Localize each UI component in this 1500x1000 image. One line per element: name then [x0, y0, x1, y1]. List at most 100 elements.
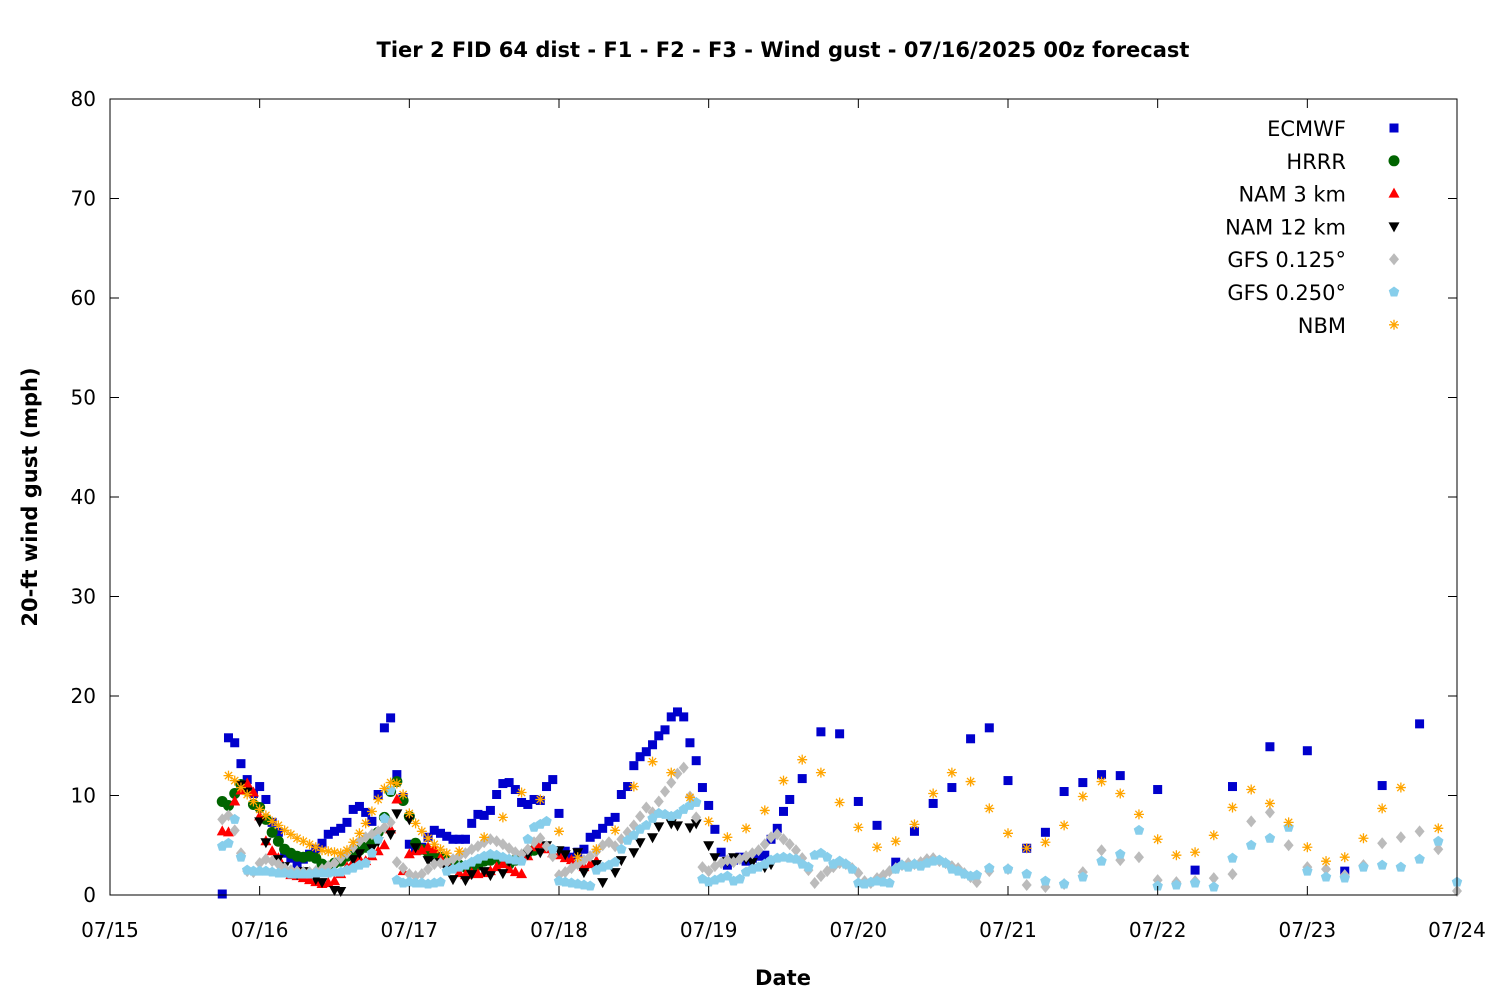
legend-marker [1388, 187, 1400, 198]
data-point [598, 823, 608, 833]
data-point [966, 734, 976, 744]
data-point [485, 805, 495, 815]
data-point [404, 808, 415, 819]
y-tick-label: 10 [71, 784, 96, 808]
data-point [523, 799, 533, 809]
data-point [453, 867, 465, 878]
data-point [1002, 863, 1014, 874]
data-point [809, 877, 820, 890]
data-point [709, 853, 721, 864]
data-point [1190, 865, 1200, 875]
data-point [1321, 863, 1332, 876]
data-point [772, 828, 783, 841]
data-point [347, 855, 359, 866]
data-point [441, 848, 452, 859]
data-point [335, 887, 347, 898]
data-point [1377, 781, 1387, 791]
data-point [422, 841, 434, 852]
data-point [1339, 852, 1350, 863]
data-point [1115, 771, 1125, 781]
data-point [459, 876, 471, 887]
data-point [946, 767, 957, 778]
chart-title: Tier 2 FID 64 dist - F1 - F2 - F3 - Wind… [377, 38, 1190, 62]
data-point [1245, 839, 1257, 850]
data-point [604, 816, 614, 826]
data-point [491, 861, 503, 872]
data-point [790, 853, 802, 864]
data-point [554, 808, 564, 818]
data-point [435, 876, 446, 887]
data-point [329, 857, 340, 870]
data-point [753, 844, 764, 857]
data-point [367, 816, 377, 826]
legend-marker [1388, 286, 1400, 297]
x-tick-label: 07/20 [830, 918, 888, 942]
data-point [703, 841, 715, 852]
data-point [940, 857, 951, 868]
data-point [516, 855, 527, 866]
data-point [1133, 824, 1145, 835]
data-point [1227, 868, 1238, 881]
data-point [254, 804, 265, 815]
data-point [385, 830, 397, 841]
data-point [1059, 787, 1069, 797]
data-point [1097, 770, 1107, 780]
legend-marker [1389, 319, 1399, 330]
data-point [1246, 815, 1257, 828]
data-point [341, 845, 352, 856]
data-point [416, 826, 427, 837]
data-point [1433, 843, 1444, 856]
data-point [548, 775, 558, 785]
data-point [1395, 831, 1406, 844]
y-tick-label: 70 [71, 187, 96, 211]
data-point [229, 795, 241, 806]
data-point [479, 810, 489, 820]
data-point [703, 816, 714, 827]
data-point [255, 782, 265, 792]
data-point [815, 767, 826, 778]
data-point [779, 806, 788, 816]
data-point [497, 858, 509, 869]
data-point [373, 794, 384, 805]
x-tick-label: 07/18 [530, 918, 588, 942]
data-point [1433, 835, 1444, 846]
data-point [578, 868, 590, 879]
data-point [759, 805, 770, 816]
data-point [348, 837, 359, 848]
data-point [272, 835, 284, 847]
data-point [803, 861, 814, 872]
x-axis: 07/15 07/16 07/17 07/18 07/19 07/20 07/21 07/22… [81, 99, 1486, 942]
data-point [517, 797, 527, 807]
data-point [1096, 855, 1107, 866]
data-point [853, 822, 864, 833]
data-point [846, 863, 858, 874]
data-point [684, 792, 695, 803]
data-point [304, 874, 316, 885]
data-point [404, 839, 414, 849]
data-point [1395, 782, 1406, 793]
data-point [641, 801, 652, 814]
data-point [1115, 788, 1126, 799]
data-point [423, 863, 434, 876]
data-point [971, 869, 983, 880]
data-point [666, 767, 677, 778]
data-point [1058, 878, 1070, 889]
data-point [222, 826, 234, 837]
data-point [429, 858, 440, 871]
data-point [398, 862, 409, 875]
data-point [435, 844, 446, 855]
data-point [353, 849, 365, 860]
data-point [298, 836, 309, 847]
data-point [834, 797, 845, 808]
data-point [385, 777, 396, 788]
data-point [410, 818, 421, 829]
data-point [1227, 852, 1238, 863]
legend-marker [1388, 155, 1400, 167]
data-point [1339, 872, 1350, 883]
data-point [671, 821, 683, 832]
data-point [572, 852, 583, 863]
data-point [235, 851, 247, 862]
data-point [716, 847, 726, 857]
data-point [928, 788, 939, 799]
data-point [734, 873, 746, 884]
